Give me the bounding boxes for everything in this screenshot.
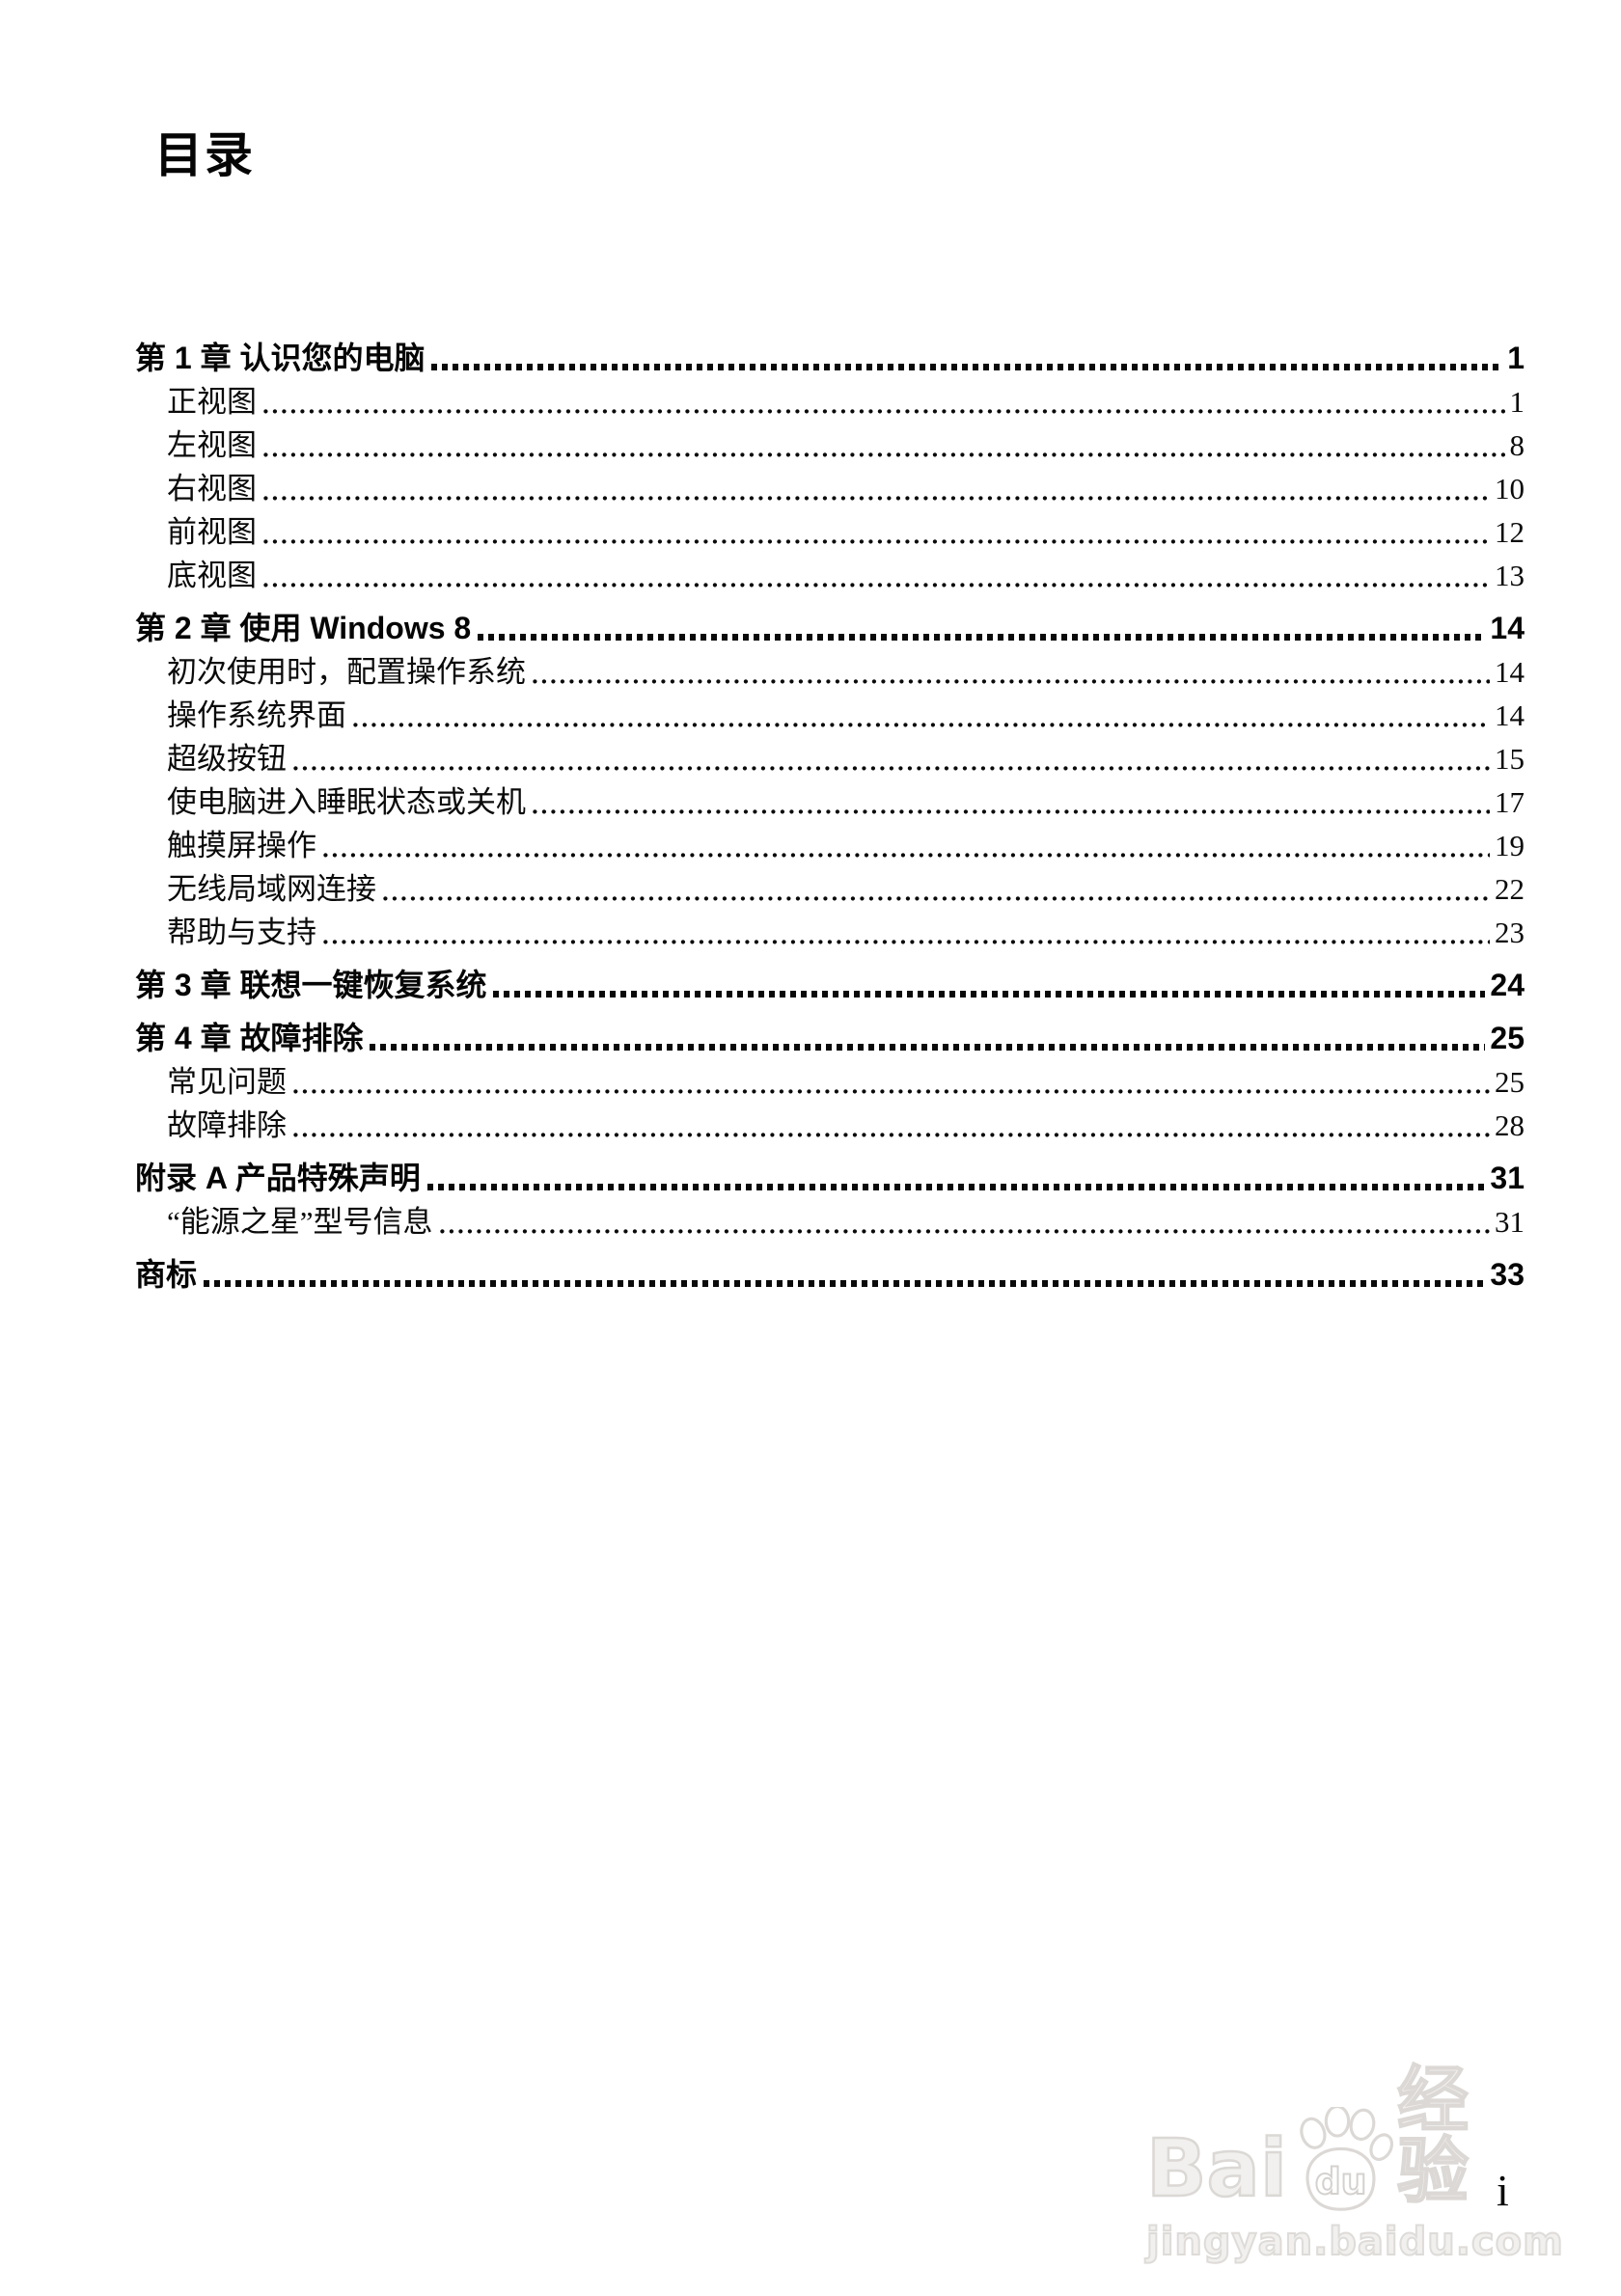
toc-item-label: 常见问题 — [167, 1065, 287, 1100]
toc-item-label: 底视图 — [167, 559, 257, 593]
toc-entry-row: 帮助与支持 23 — [135, 906, 1525, 949]
page-number: i — [1497, 2166, 1509, 2215]
toc-entry-row: 前视图 12 — [135, 506, 1525, 549]
dot-leader — [293, 1089, 1490, 1094]
toc-chapter-row: 附录 A 产品特殊声明 31 — [135, 1152, 1525, 1195]
toc-item-label: 第 1 章 认识您的电脑 — [135, 341, 426, 376]
dot-leader — [293, 1133, 1490, 1137]
toc-item-page: 24 — [1490, 968, 1525, 1003]
toc-item-page: 15 — [1495, 742, 1525, 777]
toc-entry-row: 左视图 8 — [135, 419, 1525, 462]
toc-item-label: 使电脑进入睡眠状态或关机 — [167, 785, 526, 820]
toc-item-label: 初次使用时，配置操作系统 — [167, 655, 526, 690]
toc-item-label: 操作系统界面 — [167, 698, 346, 733]
dot-leader — [533, 809, 1490, 814]
dot-leader — [426, 1184, 1486, 1190]
toc-item-page: 1 — [1509, 385, 1525, 420]
toc-item-page: 25 — [1490, 1021, 1525, 1056]
toc-item-label: “能源之星”型号信息 — [167, 1205, 433, 1240]
toc-entry-row: 底视图 13 — [135, 549, 1525, 592]
dot-leader — [493, 991, 1486, 998]
page-title: 目录 — [154, 128, 255, 182]
toc-entry-row: 使电脑进入睡眠状态或关机 17 — [135, 776, 1525, 819]
toc-entry-row: 操作系统界面 14 — [135, 689, 1525, 732]
dot-leader — [533, 679, 1490, 684]
toc-entry-row: 无线局域网连接 22 — [135, 862, 1525, 906]
toc-item-label: 左视图 — [167, 428, 257, 463]
dot-leader — [263, 539, 1490, 544]
dot-leader — [383, 896, 1490, 901]
dot-leader — [263, 583, 1490, 588]
toc-entry-row: 右视图 10 — [135, 462, 1525, 506]
toc-item-label: 前视图 — [167, 515, 257, 550]
toc-item-page: 13 — [1495, 559, 1525, 593]
toc-item-page: 22 — [1495, 872, 1525, 907]
dot-leader — [293, 766, 1490, 771]
toc-chapter-row: 第 1 章 认识您的电脑 1 — [135, 332, 1525, 375]
toc-item-label: 帮助与支持 — [167, 916, 316, 950]
dot-leader — [370, 1044, 1486, 1051]
toc-entry-row: 触摸屏操作 19 — [135, 819, 1525, 862]
toc-item-page: 12 — [1495, 515, 1525, 550]
toc-item-page: 31 — [1495, 1205, 1525, 1240]
toc-item-page: 14 — [1490, 611, 1525, 646]
dot-leader — [263, 409, 1505, 414]
toc-item-label: 第 2 章 使用 Windows 8 — [135, 611, 472, 646]
toc-item-label: 正视图 — [167, 385, 257, 420]
toc-entry-row: 正视图 1 — [135, 375, 1525, 419]
toc-item-page: 17 — [1495, 785, 1525, 820]
toc-item-page: 14 — [1495, 655, 1525, 690]
toc-item-label: 第 3 章 联想一键恢复系统 — [135, 968, 487, 1003]
toc-item-label: 超级按钮 — [167, 742, 287, 777]
toc-item-label: 无线局域网连接 — [167, 872, 376, 907]
dot-leader — [439, 1229, 1490, 1234]
toc-item-page: 8 — [1509, 428, 1525, 463]
toc-chapter-row: 第 2 章 使用 Windows 8 14 — [135, 602, 1525, 645]
toc-entry-row: “能源之星”型号信息 31 — [135, 1195, 1525, 1239]
toc-item-page: 28 — [1495, 1108, 1525, 1143]
toc-entry-row: 常见问题 25 — [135, 1055, 1525, 1099]
toc-item-page: 23 — [1495, 916, 1525, 950]
toc-item-page: 1 — [1507, 341, 1525, 376]
toc-item-page: 25 — [1495, 1065, 1525, 1100]
toc-item-page: 10 — [1495, 472, 1525, 506]
toc-item-label: 第 4 章 故障排除 — [135, 1021, 364, 1056]
toc-item-label: 故障排除 — [167, 1108, 287, 1143]
dot-leader — [353, 723, 1490, 727]
toc-item-label: 触摸屏操作 — [167, 829, 316, 863]
dot-leader — [263, 496, 1490, 501]
toc-chapter-row: 商标 33 — [135, 1248, 1525, 1292]
dot-leader — [431, 364, 1503, 370]
toc-item-page: 19 — [1495, 829, 1525, 863]
dot-leader — [323, 853, 1490, 858]
toc-item-label: 附录 A 产品特殊声明 — [135, 1161, 421, 1196]
toc-entry-row: 故障排除 28 — [135, 1099, 1525, 1142]
dot-leader — [204, 1280, 1486, 1287]
toc-entry-row: 超级按钮 15 — [135, 732, 1525, 776]
toc-item-page: 33 — [1490, 1257, 1525, 1293]
toc-item-page: 31 — [1490, 1161, 1525, 1196]
toc-item-label: 右视图 — [167, 472, 257, 506]
dot-leader — [323, 940, 1490, 944]
toc-list: 第 1 章 认识您的电脑 1 正视图 1 左视图 8 右视图 10 前视图 12 底视图 13 第 2 … — [135, 332, 1525, 1292]
toc-item-page: 14 — [1495, 698, 1525, 733]
toc-item-label: 商标 — [135, 1257, 198, 1293]
dot-leader — [263, 452, 1505, 457]
dot-leader — [478, 634, 1486, 641]
toc-chapter-row: 第 3 章 联想一键恢复系统 24 — [135, 959, 1525, 1002]
toc-entry-row: 初次使用时，配置操作系统 14 — [135, 645, 1525, 689]
toc-chapter-row: 第 4 章 故障排除 25 — [135, 1012, 1525, 1055]
